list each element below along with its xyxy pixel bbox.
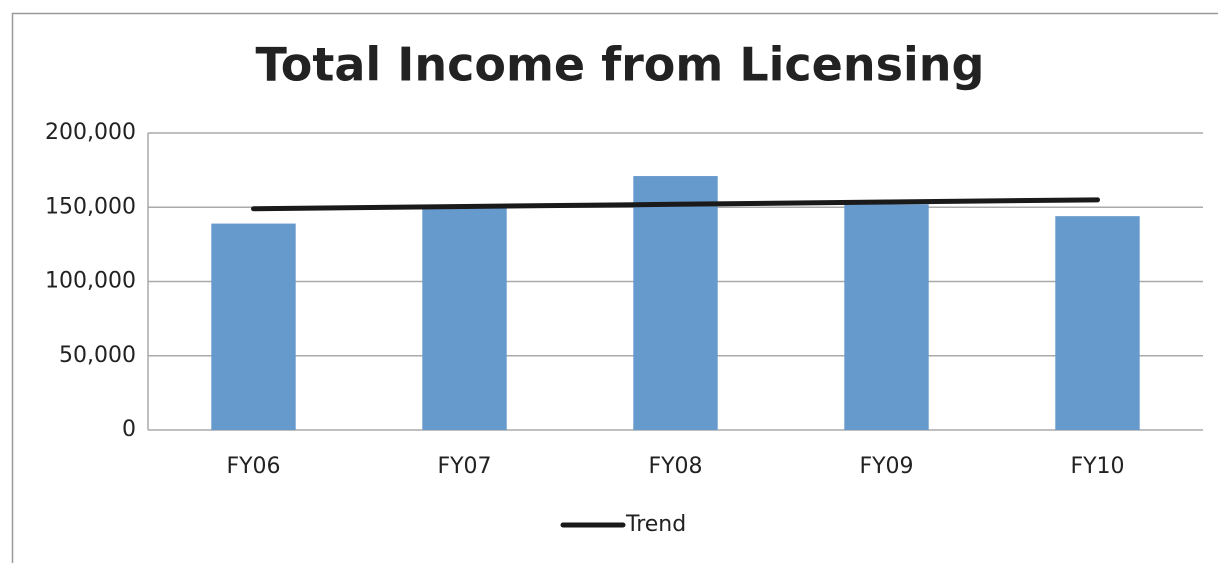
x-tick-label: FY08 <box>648 454 702 479</box>
bar <box>422 207 507 430</box>
trend-line <box>251 197 1100 212</box>
bar <box>844 204 929 430</box>
bar <box>211 223 296 430</box>
x-tick-label: FY09 <box>859 454 913 479</box>
x-tick-label: FY07 <box>437 454 491 479</box>
x-tick-label: FY10 <box>1070 454 1124 479</box>
y-tick-label: 100,000 <box>45 269 136 294</box>
chart-title: Total Income from Licensing <box>256 38 985 92</box>
y-tick-label: 50,000 <box>59 343 136 368</box>
legend-label: Trend <box>625 512 686 537</box>
x-tick-label: FY06 <box>226 454 280 479</box>
bar <box>633 176 718 430</box>
y-tick-label: 200,000 <box>45 120 136 145</box>
y-tick-label: 0 <box>122 417 136 442</box>
bar <box>1055 216 1140 430</box>
y-tick-label: 150,000 <box>45 194 136 219</box>
chart-frame <box>11 12 1218 563</box>
